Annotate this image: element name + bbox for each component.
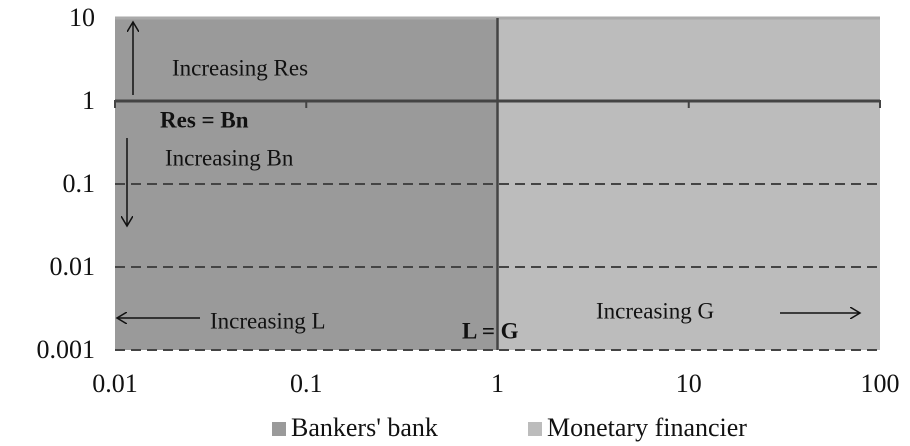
lines [114, 16, 881, 351]
arrows [117, 22, 860, 318]
x-tick-label: 0.01 [92, 369, 138, 398]
annotation: Res = Bn [160, 107, 249, 132]
annotation: Increasing L [210, 308, 326, 333]
x-tick-label: 100 [861, 369, 900, 398]
y-tick-label: 0.01 [50, 252, 96, 281]
annotation: Increasing Bn [165, 145, 294, 170]
annotation: Increasing Res [172, 55, 308, 80]
x-tick-label: 0.1 [290, 369, 323, 398]
annotation: L = G [462, 318, 519, 343]
legend-swatch [528, 422, 542, 436]
y-tick-label: 10 [69, 3, 95, 32]
y-tick-label: 1 [82, 86, 95, 115]
legend-label: Bankers' bank [291, 413, 438, 442]
annotation: Increasing G [596, 298, 714, 323]
legend-label: Monetary financier [547, 413, 747, 442]
x-tick-label: 10 [676, 369, 702, 398]
x-tick-label: 1 [491, 369, 504, 398]
y-tick-label: 0.1 [63, 169, 96, 198]
legend-swatch [272, 422, 286, 436]
y-tick-label: 0.001 [37, 335, 96, 364]
